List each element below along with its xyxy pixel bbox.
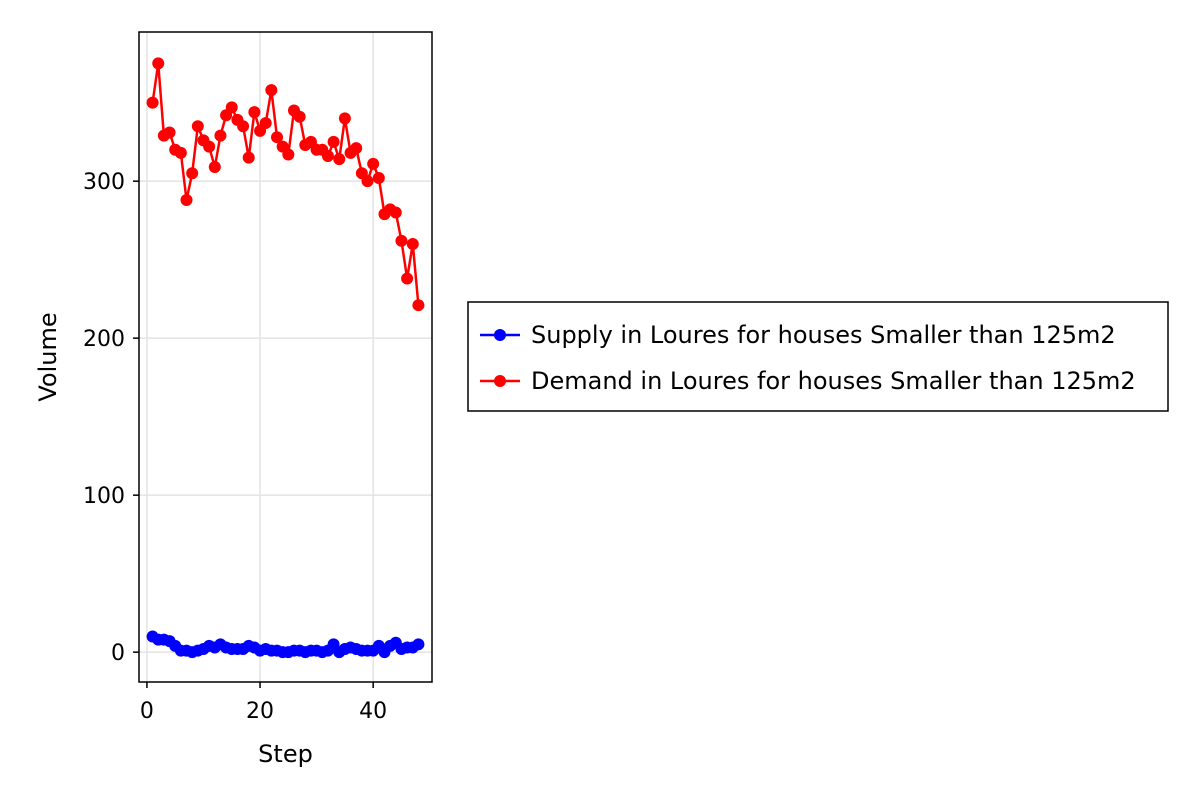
series-2-point — [406, 237, 419, 250]
axes: 0 20 40 0 100 200 300 — [83, 170, 387, 724]
grid-lines — [139, 32, 432, 682]
legend-marker-swatch — [494, 375, 506, 387]
series-2-point — [321, 150, 334, 163]
legend-label: Demand in Loures for houses Smaller than… — [531, 367, 1136, 395]
series-2-point — [265, 84, 278, 97]
series-1-point — [412, 638, 425, 651]
series-2-point — [248, 106, 261, 119]
series-2-point — [338, 112, 351, 125]
series-2-point — [361, 175, 374, 188]
series-1 — [146, 630, 425, 659]
y-axis-title: Volume — [34, 312, 62, 401]
y-tick-label: 200 — [83, 327, 125, 352]
series-2-point — [152, 57, 165, 70]
series-2 — [146, 57, 425, 312]
series-2-point — [237, 120, 250, 133]
series-2-point — [282, 148, 295, 161]
series-2-point — [259, 117, 272, 130]
series-2-point — [225, 101, 238, 114]
legend: Supply in Loures for houses Smaller than… — [467, 301, 1169, 412]
series-2-point — [214, 129, 227, 142]
series-2-point — [174, 146, 187, 159]
series-2-point — [372, 172, 385, 185]
series-2-point — [180, 193, 193, 206]
series-2-point — [401, 272, 414, 285]
series-2-line — [151, 62, 420, 306]
series-2-point — [203, 140, 216, 153]
series-2-point — [350, 142, 363, 155]
legend-label: Supply in Loures for houses Smaller than… — [531, 321, 1116, 349]
series-2-point — [242, 151, 255, 164]
series-2-point — [333, 153, 346, 166]
x-tick-label: 0 — [140, 699, 154, 724]
y-tick-label: 100 — [83, 484, 125, 509]
x-axis-title: Step — [258, 740, 313, 768]
legend-marker-swatch — [494, 329, 506, 341]
series-2-point — [146, 96, 159, 109]
plot-frame — [138, 31, 433, 683]
y-tick-label: 0 — [111, 641, 125, 666]
legend-item: Demand in Loures for houses Smaller than… — [480, 367, 1136, 395]
series-2-point — [186, 167, 199, 180]
series-2-point — [293, 110, 306, 123]
series-2-point — [271, 131, 284, 144]
legend-item: Supply in Loures for houses Smaller than… — [480, 321, 1116, 349]
series-2-point — [208, 161, 221, 174]
series-2-point — [327, 135, 340, 148]
series-2-point — [389, 206, 402, 219]
y-tick-label: 300 — [83, 170, 125, 195]
series-2-point — [191, 120, 204, 133]
x-tick-label: 20 — [246, 699, 274, 724]
x-tick-label: 40 — [359, 699, 387, 724]
plot-series — [146, 57, 425, 659]
series-2-point — [412, 299, 425, 312]
series-2-point — [163, 126, 176, 139]
series-2-point — [395, 234, 408, 247]
legend-box — [467, 301, 1169, 412]
series-2-point — [367, 157, 380, 170]
